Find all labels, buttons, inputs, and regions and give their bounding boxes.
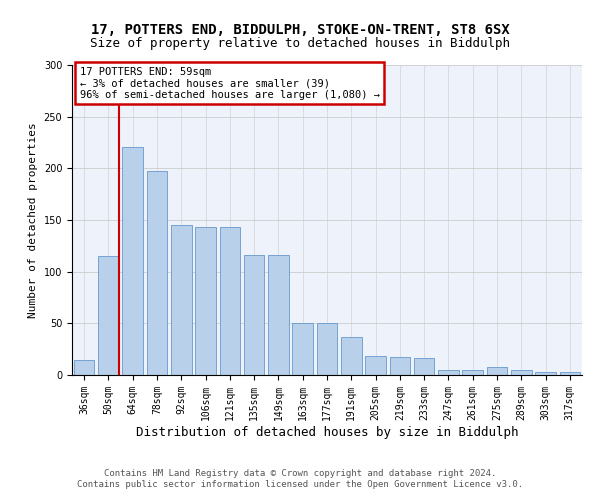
Bar bbox=[220, 227, 240, 375]
Bar bbox=[195, 227, 216, 375]
X-axis label: Distribution of detached houses by size in Biddulph: Distribution of detached houses by size … bbox=[136, 426, 518, 438]
Bar bbox=[414, 358, 434, 375]
Text: 17 POTTERS END: 59sqm
← 3% of detached houses are smaller (39)
96% of semi-detac: 17 POTTERS END: 59sqm ← 3% of detached h… bbox=[80, 66, 380, 100]
Y-axis label: Number of detached properties: Number of detached properties bbox=[28, 122, 38, 318]
Text: Contains public sector information licensed under the Open Government Licence v3: Contains public sector information licen… bbox=[77, 480, 523, 489]
Bar bbox=[341, 337, 362, 375]
Text: Contains HM Land Registry data © Crown copyright and database right 2024.: Contains HM Land Registry data © Crown c… bbox=[104, 468, 496, 477]
Bar bbox=[463, 370, 483, 375]
Text: Size of property relative to detached houses in Biddulph: Size of property relative to detached ho… bbox=[90, 38, 510, 51]
Bar bbox=[244, 255, 265, 375]
Bar bbox=[535, 372, 556, 375]
Bar bbox=[389, 358, 410, 375]
Bar bbox=[122, 146, 143, 375]
Bar bbox=[268, 255, 289, 375]
Bar bbox=[74, 360, 94, 375]
Bar bbox=[292, 324, 313, 375]
Bar bbox=[365, 356, 386, 375]
Bar bbox=[560, 372, 580, 375]
Bar bbox=[487, 366, 508, 375]
Bar bbox=[438, 370, 459, 375]
Bar bbox=[98, 256, 119, 375]
Bar bbox=[317, 324, 337, 375]
Bar bbox=[171, 225, 191, 375]
Text: 17, POTTERS END, BIDDULPH, STOKE-ON-TRENT, ST8 6SX: 17, POTTERS END, BIDDULPH, STOKE-ON-TREN… bbox=[91, 22, 509, 36]
Bar bbox=[511, 370, 532, 375]
Bar bbox=[146, 172, 167, 375]
